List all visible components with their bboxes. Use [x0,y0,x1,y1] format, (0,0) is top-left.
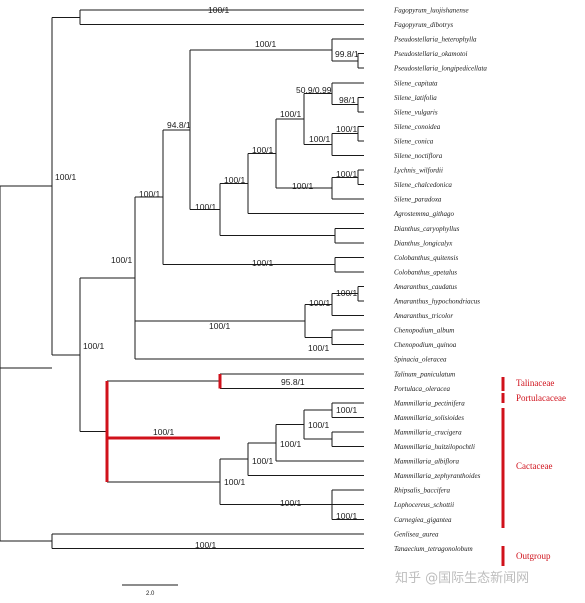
support-value: 100/1 [252,456,274,466]
taxon-label: Lophocereus_schottii [393,501,454,509]
taxon-label: Colobanthus_quitensis [394,254,458,262]
support-value: 100/1 [139,189,161,199]
taxon-label: Colobanthus_apetalus [394,268,457,276]
support-value: 100/1 [309,134,331,144]
taxon-label: Mammillaria_pectinifera [393,399,465,407]
support-value: 100/1 [308,420,330,430]
support-value: 100/1 [209,321,231,331]
support-value: 100/1 [55,172,77,182]
cactaceae-label: Cactaceae [516,461,552,471]
taxon-label: Talinum_paniculatum [394,370,455,378]
taxon-labels: Fagopyrum_luojishanense Fagopyrum_dibotry… [393,7,487,553]
taxon-label: Spinacia_oleracea [394,356,447,364]
support-value: 100/1 [208,5,230,15]
support-value: 50.9/0.99 [296,85,332,95]
support-value: 100/1 [224,477,246,487]
support-value: 100/1 [336,288,358,298]
support-value: 100/1 [252,258,274,268]
taxon-label: Agrostemma_githago [393,210,455,218]
support-value: 100/1 [336,511,358,521]
support-value: 100/1 [83,341,105,351]
taxon-label: Silene_conoidea [394,123,441,131]
taxon-label: Chenopodium_album [394,327,454,335]
watermark-text: 知乎 @国际生态新闻网 [395,570,529,586]
outgroup-label: Outgroup [516,551,551,561]
support-value: 100/1 [111,255,133,265]
taxon-label: Amaranthus_tricolor [393,312,453,320]
support-value: 100/1 [195,202,217,212]
talinaceae-label: Talinaceae [516,378,554,388]
taxon-label: Pseudostellaria_okamotoi [393,50,468,58]
taxon-label: Silene_noctiflora [394,152,443,160]
family-annotations: Talinaceae Portulacaceae Cactaceae Outgr… [501,377,566,566]
taxon-label: Fagopyrum_luojishanense [393,7,469,15]
taxon-label: Genlisea_aurea [394,530,439,538]
taxon-label: Silene_chalcedonica [394,181,452,189]
support-value: 100/1 [224,175,246,185]
support-value: 100/1 [195,540,217,550]
support-value: 100/1 [255,39,277,49]
support-value: 100/1 [280,498,302,508]
taxon-label: Amaranthus_hypochondriacus [393,298,480,306]
support-value: 100/1 [153,427,175,437]
taxon-label: Silene_conica [394,137,434,145]
support-value: 94.8/1 [167,120,191,130]
support-value: 100/1 [252,145,274,155]
taxon-label: Tanaecium_tetragonolobum [394,545,473,553]
taxon-label: Carnegiea_gigantea [394,516,452,524]
taxon-label: Mammillaria_solisioides [393,414,464,422]
taxon-label: Chenopodium_quinoa [394,341,457,349]
taxon-label: Mammillaria_huitzilopochtli [393,443,475,451]
taxon-label: Silene_capitata [394,79,438,87]
support-value: 100/1 [280,439,302,449]
support-value: 98/1 [339,95,356,105]
taxon-label: Fagopyrum_dibotrys [393,21,453,29]
taxon-label: Mammillaria_albiflora [393,458,459,466]
support-value: 100/1 [336,124,358,134]
taxon-label: Silene_latifolia [394,94,437,102]
taxon-label: Mammillaria_zephyranthoides [393,472,481,480]
support-value: 100/1 [336,169,358,179]
scale-bar-label: 2.0 [146,591,155,597]
support-values: 100/1 100/1 99.8/1 50.9/0.99 98/1 100/1 100/1 1… [55,5,359,550]
taxon-label: Pseudostellaria_longipedicellata [393,65,487,73]
taxon-label: Portulaca_oleracea [393,385,450,393]
tree-branches [0,9,364,549]
support-value: 100/1 [292,181,314,191]
taxon-label: Pseudostellaria_heterophylla [393,36,477,44]
highlighted-branches [105,373,222,482]
support-value: 99.8/1 [335,49,359,59]
support-value: 100/1 [336,405,358,415]
scale-bar: 2.0 [122,584,178,597]
taxon-label: Lychnis_wilfordii [393,167,443,175]
taxon-label: Rhipsalis_baccifera [393,487,450,495]
taxon-label: Dianthus_caryophyllus [393,225,460,233]
taxon-label: Mammillaria_crucigera [393,428,462,436]
support-value: 95.8/1 [281,377,305,387]
support-value: 100/1 [309,298,331,308]
taxon-label: Silene_vulgaris [394,108,438,116]
taxon-label: Silene_paradoxa [394,196,442,204]
support-value: 100/1 [308,343,330,353]
taxon-label: Amaranthus_caudatus [393,283,457,291]
taxon-label: Dianthus_longicalyx [393,239,453,247]
support-value: 100/1 [280,109,302,119]
portulacaceae-label: Portulacaceae [516,393,566,403]
